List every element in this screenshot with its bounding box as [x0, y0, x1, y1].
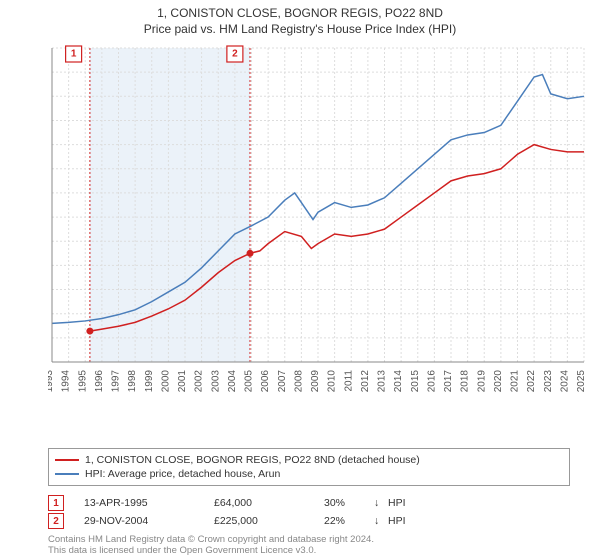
title-sub: Price paid vs. HM Land Registry's House …: [0, 22, 600, 36]
svg-text:2003: 2003: [210, 370, 221, 393]
svg-text:2017: 2017: [443, 370, 454, 393]
legend-swatch-property: [55, 459, 79, 461]
svg-text:2025: 2025: [576, 370, 587, 393]
svg-text:2000: 2000: [160, 370, 171, 393]
svg-text:1997: 1997: [111, 370, 122, 393]
chart-container: 1, CONISTON CLOSE, BOGNOR REGIS, PO22 8N…: [0, 0, 600, 560]
svg-text:2021: 2021: [510, 370, 521, 393]
sale-marker-2: 2: [48, 513, 64, 529]
svg-text:2018: 2018: [460, 370, 471, 393]
down-arrow-icon: ↓: [374, 515, 388, 527]
svg-text:2015: 2015: [410, 370, 421, 393]
sale-hpi-2: HPI: [388, 515, 406, 527]
svg-text:1994: 1994: [61, 370, 72, 393]
svg-text:2007: 2007: [277, 370, 288, 393]
sale-price-1: £64,000: [214, 497, 324, 509]
svg-text:2020: 2020: [493, 370, 504, 393]
sale-pct-1: 30%: [324, 497, 374, 509]
sale-row-2: 2 29-NOV-2004 £225,000 22% ↓ HPI: [48, 512, 406, 530]
svg-text:1998: 1998: [127, 370, 138, 393]
svg-text:2019: 2019: [476, 370, 487, 393]
svg-text:2024: 2024: [559, 370, 570, 393]
legend-label-property: 1, CONISTON CLOSE, BOGNOR REGIS, PO22 8N…: [85, 453, 420, 467]
footer-line-2: This data is licensed under the Open Gov…: [48, 545, 374, 556]
svg-text:2013: 2013: [377, 370, 388, 393]
svg-text:1995: 1995: [77, 370, 88, 393]
sale-date-1: 13-APR-1995: [84, 497, 214, 509]
svg-text:2022: 2022: [526, 370, 537, 393]
svg-text:2006: 2006: [260, 370, 271, 393]
sale-marker-1: 1: [48, 495, 64, 511]
svg-text:2010: 2010: [327, 370, 338, 393]
titles: 1, CONISTON CLOSE, BOGNOR REGIS, PO22 8N…: [0, 0, 600, 36]
svg-text:2001: 2001: [177, 370, 188, 393]
svg-text:2016: 2016: [426, 370, 437, 393]
svg-text:2009: 2009: [310, 370, 321, 393]
svg-text:1: 1: [71, 49, 77, 60]
svg-text:2002: 2002: [194, 370, 205, 393]
svg-text:2011: 2011: [343, 370, 354, 392]
legend-swatch-hpi: [55, 473, 79, 475]
sale-price-2: £225,000: [214, 515, 324, 527]
svg-text:2023: 2023: [543, 370, 554, 393]
svg-text:1993: 1993: [48, 370, 55, 393]
sale-pct-2: 22%: [324, 515, 374, 527]
svg-text:2005: 2005: [244, 370, 255, 393]
footer-line-1: Contains HM Land Registry data © Crown c…: [48, 534, 374, 545]
svg-text:2014: 2014: [393, 370, 404, 393]
legend-item-property: 1, CONISTON CLOSE, BOGNOR REGIS, PO22 8N…: [55, 453, 563, 467]
title-main: 1, CONISTON CLOSE, BOGNOR REGIS, PO22 8N…: [0, 6, 600, 20]
sales-table: 1 13-APR-1995 £64,000 30% ↓ HPI 2 29-NOV…: [48, 494, 406, 530]
sale-date-2: 29-NOV-2004: [84, 515, 214, 527]
svg-text:2012: 2012: [360, 370, 371, 393]
svg-text:1996: 1996: [94, 370, 105, 393]
svg-text:2004: 2004: [227, 370, 238, 393]
svg-text:2008: 2008: [293, 370, 304, 393]
svg-text:1999: 1999: [144, 370, 155, 393]
legend-label-hpi: HPI: Average price, detached house, Arun: [85, 467, 280, 481]
down-arrow-icon: ↓: [374, 497, 388, 509]
svg-text:2: 2: [232, 49, 238, 60]
price-chart: £0£50K£100K£150K£200K£250K£300K£350K£400…: [48, 44, 588, 404]
legend: 1, CONISTON CLOSE, BOGNOR REGIS, PO22 8N…: [48, 448, 570, 486]
sale-row-1: 1 13-APR-1995 £64,000 30% ↓ HPI: [48, 494, 406, 512]
legend-item-hpi: HPI: Average price, detached house, Arun: [55, 467, 563, 481]
footer-attribution: Contains HM Land Registry data © Crown c…: [48, 534, 374, 556]
sale-hpi-1: HPI: [388, 497, 406, 509]
